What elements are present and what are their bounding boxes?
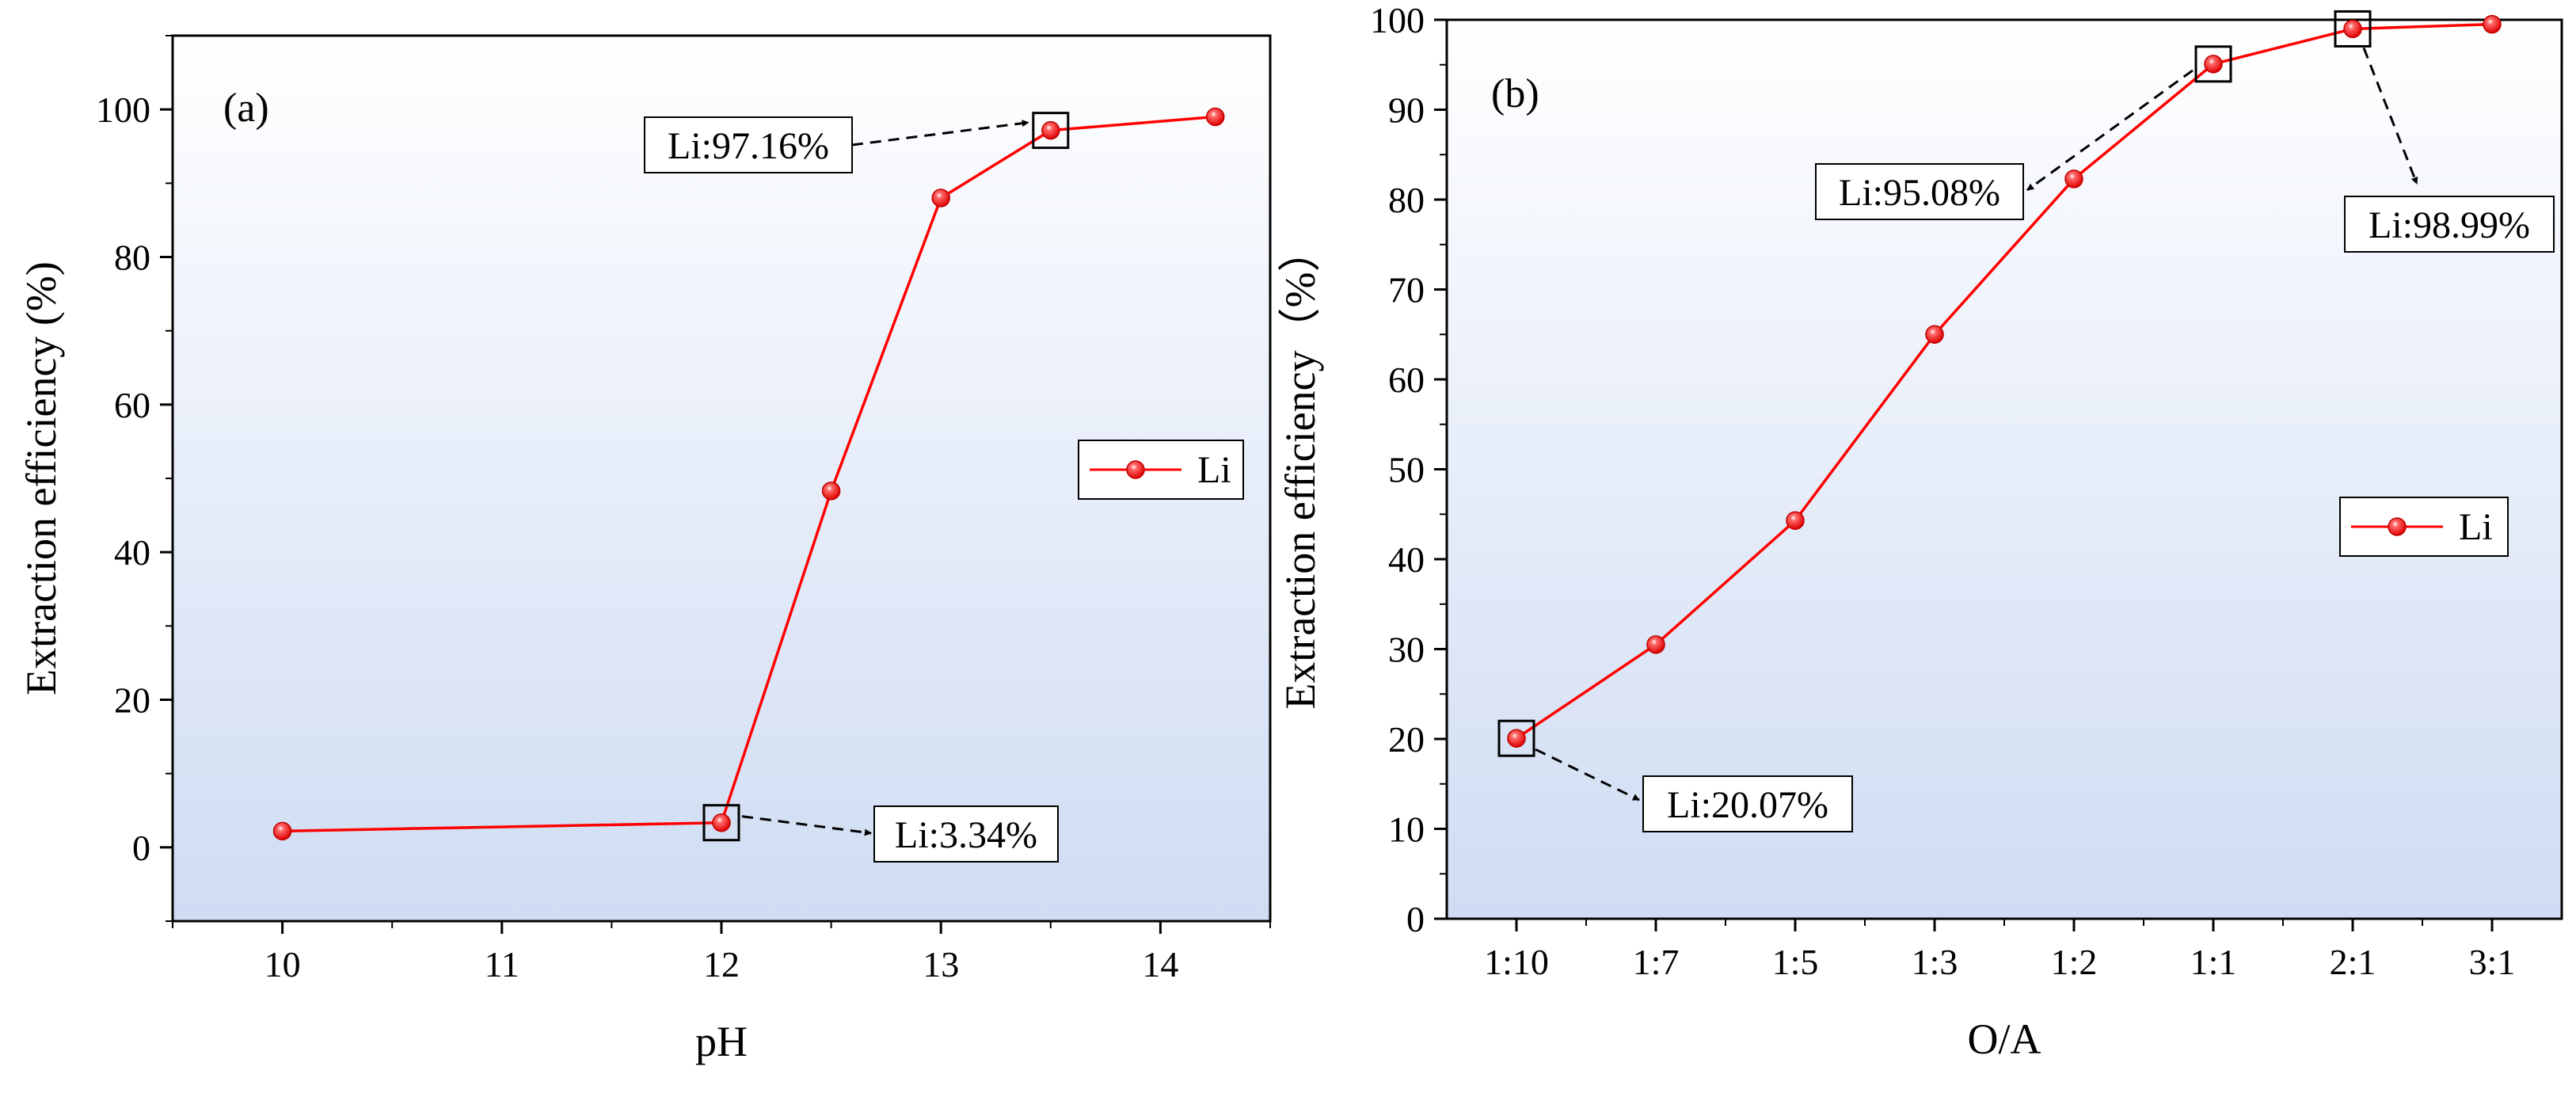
- data-point: [1925, 325, 1944, 344]
- legend-a: Li: [1078, 440, 1244, 500]
- series-markers-b: [1507, 14, 2502, 748]
- x-tick-label: 11: [485, 944, 519, 984]
- annotation-arrow: [851, 120, 1029, 147]
- legend-label-b: Li: [2459, 506, 2493, 548]
- annotation-label: Li:98.99%: [2369, 204, 2530, 246]
- legend-marker-b: [2388, 517, 2407, 536]
- annotation-box: [1815, 163, 2024, 220]
- annotation-label: Li:3.34%: [895, 814, 1037, 856]
- data-point: [1507, 729, 1526, 748]
- x-tick-label: 1:10: [1484, 942, 1549, 982]
- annotation-arrow: [2362, 47, 2418, 185]
- annotation-label: Li:95.08%: [1839, 172, 2000, 214]
- y-tick-label: 80: [114, 238, 150, 278]
- y-tick-label: 100: [1370, 0, 1425, 40]
- x-tick-label: 10: [264, 944, 301, 984]
- highlight-box: [1032, 112, 1070, 150]
- axes-b: 0 10 20 30 40 50 60 70 80 90 100 1:10 1:7 1:5 1:3 1:2 1:…: [1370, 0, 2515, 982]
- highlight-box: [702, 804, 740, 842]
- plot-area-b: [1445, 18, 2563, 920]
- series-lines-a: [282, 115, 1216, 833]
- data-point: [2343, 19, 2362, 39]
- y-axis-title-a: Extraction efficiency (%): [17, 261, 65, 695]
- annotation-arrow: [2026, 69, 2194, 192]
- legend-marker-a: [1126, 460, 1145, 479]
- data-point: [1786, 511, 1805, 530]
- axes-a: 0 20 40 60 80 100 10 11 12 13 14: [96, 35, 1271, 984]
- data-point: [821, 482, 841, 501]
- chart-panel-b: 0 10 20 30 40 50 60 70 80 90 100 1:10 1:7 1:5 1:3 1:2 1:…: [1277, 0, 2563, 1063]
- y-tick-label: 10: [1388, 809, 1425, 850]
- panel-label-b: (b): [1491, 71, 1539, 116]
- x-tick-label: 1:5: [1772, 942, 1819, 982]
- x-tick-label: 1:1: [2190, 942, 2237, 982]
- x-axis-title-a: pH: [695, 1018, 748, 1065]
- x-axis-title-b: O/A: [1968, 1015, 2041, 1063]
- legend-b: Li: [2339, 497, 2509, 557]
- y-tick-label: 60: [114, 385, 150, 425]
- annotations-a: Li:97.16% Li:3.34%: [644, 112, 1070, 863]
- data-point: [2483, 14, 2502, 34]
- x-tick-label: 1:3: [1912, 942, 1958, 982]
- annotation-box: [644, 116, 853, 173]
- y-tick-label: 50: [1388, 450, 1425, 490]
- y-tick-label: 0: [1406, 899, 1425, 939]
- y-tick-label: 80: [1388, 180, 1425, 220]
- series-line-li: [282, 115, 1216, 833]
- data-point: [1205, 107, 1225, 127]
- data-point: [272, 821, 292, 841]
- annotation-arrow: [741, 815, 872, 836]
- annotation-arrow: [1535, 748, 1640, 802]
- y-axis-title-b: Extraction efficiency（%）: [1277, 229, 1324, 709]
- annotation-box: [2344, 196, 2555, 253]
- data-point: [712, 813, 731, 832]
- annotations-b: Li:95.08% Li:98.99% Li:20.07%: [1497, 10, 2555, 832]
- highlight-box: [2334, 10, 2372, 48]
- highlight-box: [2194, 45, 2232, 83]
- data-point: [2204, 55, 2223, 74]
- data-point: [1041, 120, 1060, 140]
- x-tick-label: 3:1: [2469, 942, 2516, 982]
- series-lines-b: [1516, 22, 2493, 740]
- x-tick-label: 14: [1142, 944, 1178, 984]
- data-point: [2064, 169, 2083, 189]
- x-tick-label: 12: [703, 944, 740, 984]
- y-tick-label: 60: [1388, 360, 1425, 400]
- y-tick-label: 30: [1388, 630, 1425, 670]
- y-tick-label: 40: [1388, 539, 1425, 580]
- x-tick-label: 2:1: [2330, 942, 2376, 982]
- chart-panel-a: 0 20 40 60 80 100 10 11 12 13 14 Li:97.16% Li:3.34%…: [17, 34, 1272, 1065]
- annotation-box: [873, 805, 1059, 863]
- series-markers-a: [272, 107, 1225, 841]
- panel-label-a: (a): [223, 86, 269, 131]
- data-point: [931, 189, 950, 208]
- y-tick-label: 100: [96, 89, 150, 130]
- x-tick-label: 1:7: [1633, 942, 1680, 982]
- y-tick-label: 90: [1388, 90, 1425, 131]
- y-tick-label: 70: [1388, 270, 1425, 310]
- legend-label-a: Li: [1197, 449, 1231, 491]
- annotation-label: Li:20.07%: [1667, 784, 1828, 826]
- highlight-box: [1497, 719, 1535, 757]
- x-tick-label: 13: [923, 944, 959, 984]
- annotation-label: Li:97.16%: [668, 125, 829, 167]
- y-tick-label: 0: [132, 828, 150, 868]
- y-tick-label: 20: [1388, 719, 1425, 760]
- y-tick-label: 20: [114, 680, 150, 721]
- x-tick-label: 1:2: [2051, 942, 2098, 982]
- series-line-li: [1516, 22, 2493, 740]
- data-point: [1646, 635, 1665, 654]
- y-tick-label: 40: [114, 532, 150, 573]
- annotation-box: [1642, 775, 1853, 832]
